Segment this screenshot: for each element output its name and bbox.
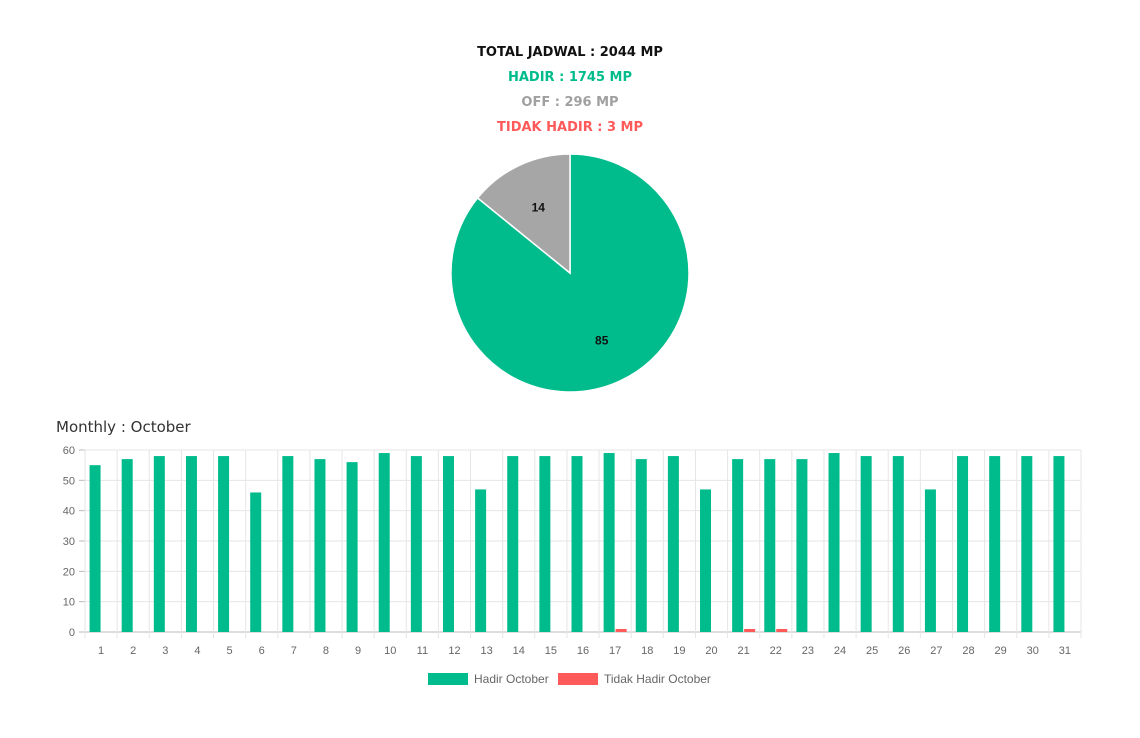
- pie-slice-off: [476, 153, 571, 275]
- legend-label-tidak-hadir: Tidak Hadir October: [604, 672, 711, 686]
- pie-label-hadir: 85: [595, 334, 609, 348]
- legend-item-hadir[interactable]: Hadir October: [428, 670, 549, 688]
- legend-label-hadir: Hadir October: [474, 672, 549, 686]
- legend-swatch-hadir: [428, 673, 468, 685]
- pie-label-off: 14: [532, 200, 546, 214]
- total-jadwal-text: TOTAL JADWAL : 2044 MP: [477, 45, 663, 60]
- bar-legend: Hadir October Tidak Hadir October: [0, 670, 1140, 688]
- hadir-text: HADIR : 1745 MP: [507, 70, 632, 85]
- legend-item-tidak-hadir[interactable]: Tidak Hadir October: [558, 670, 711, 688]
- monthly-title: Monthly : October: [56, 418, 191, 436]
- pie-slice-hadir: [450, 153, 690, 393]
- legend-swatch-tidak-hadir: [558, 673, 598, 685]
- off-text: OFF : 296 MP: [521, 95, 619, 110]
- tidak-hadir-text: TIDAK HADIR : 3 MP: [496, 120, 644, 135]
